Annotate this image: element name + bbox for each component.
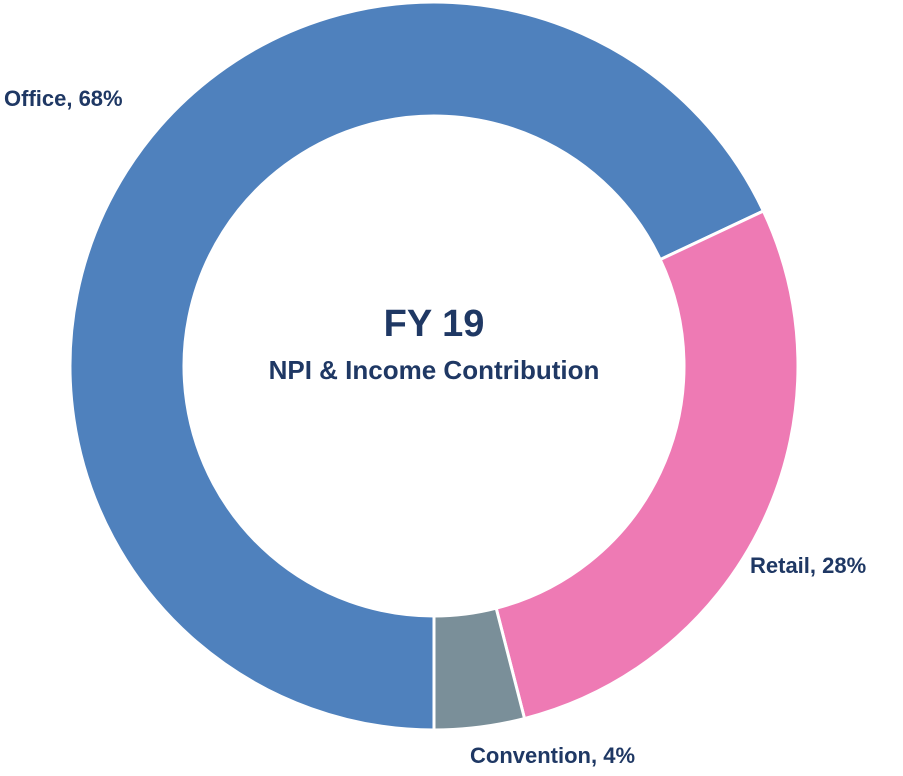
chart-title: FY 19 [384, 303, 485, 345]
data-label: Office, 68% [4, 86, 123, 111]
donut-segment [68, 0, 766, 732]
donut-segment [432, 606, 527, 732]
data-label: Retail, 28% [750, 553, 866, 578]
donut-segment [494, 209, 800, 721]
chart-subtitle: NPI & Income Contribution [269, 355, 600, 385]
data-label: Convention, 4% [470, 743, 635, 768]
